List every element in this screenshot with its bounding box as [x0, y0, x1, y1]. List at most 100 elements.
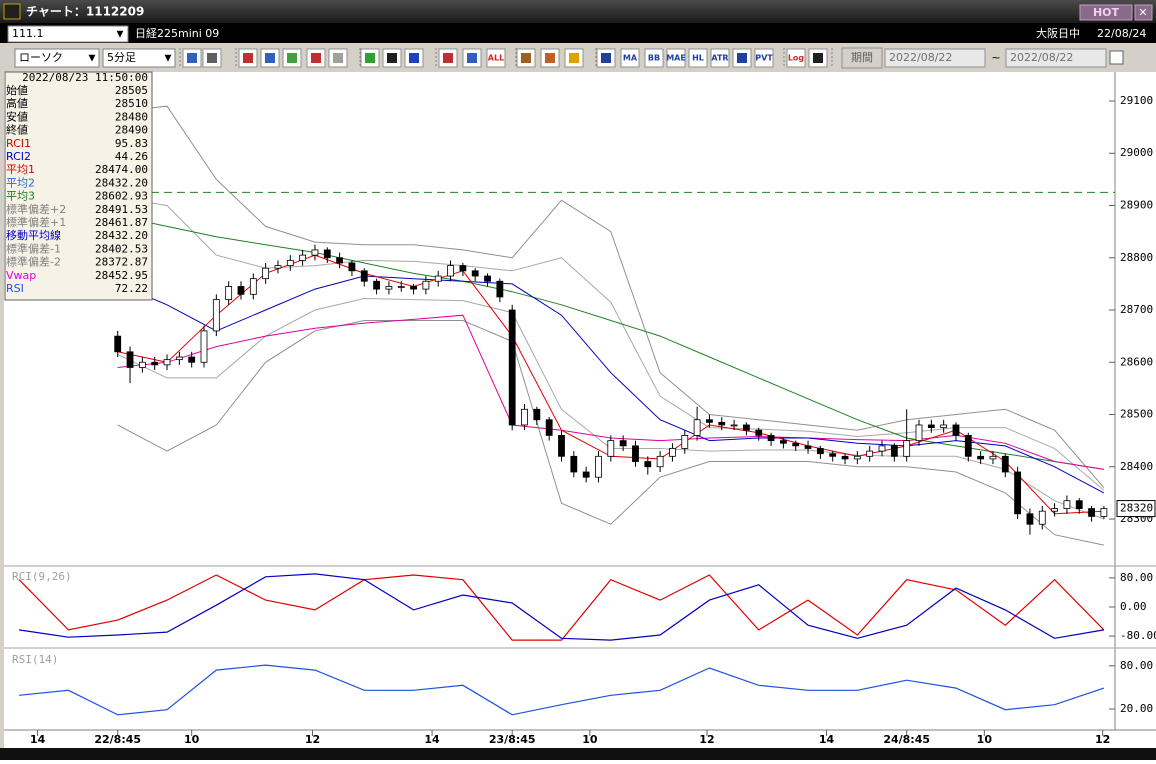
info-label: 移動平均線	[6, 228, 61, 242]
toolbar-glyph	[207, 53, 217, 63]
close-button[interactable]	[1134, 4, 1153, 21]
x-tick-label: 14	[30, 733, 46, 746]
candle-body	[471, 270, 479, 277]
hot-button[interactable]	[1079, 4, 1133, 21]
candle-body	[558, 435, 565, 457]
chart-area	[4, 72, 1156, 748]
candle-body	[841, 455, 849, 460]
toolbar-icon[interactable]	[666, 48, 686, 68]
info-label: 標準偏差-2	[6, 255, 61, 269]
toolbar-icon[interactable]	[486, 48, 506, 68]
info-value: 28490	[115, 124, 148, 137]
candle-body	[360, 270, 368, 282]
x-tick-label: 14	[424, 733, 440, 746]
interval-select[interactable]	[102, 48, 176, 68]
toolbar-icon-label: MAE	[666, 54, 686, 63]
toolbar-icon[interactable]	[710, 48, 730, 68]
toolbar-icon-label: ATR	[711, 54, 728, 63]
candle-body	[804, 445, 812, 449]
info-label: 平均1	[6, 163, 35, 176]
info-label: 平均2	[6, 176, 35, 189]
info-value: 72.22	[115, 282, 148, 295]
info-value: 28510	[115, 97, 148, 110]
date-to: 2022/08/22	[1010, 51, 1073, 64]
last-price-box	[1116, 500, 1156, 518]
code-box[interactable]	[7, 25, 129, 43]
style-select[interactable]	[14, 48, 100, 68]
candle-body	[434, 275, 442, 282]
dropdown-arrow: ▼	[117, 30, 124, 40]
candle-body	[656, 455, 664, 468]
candle-body	[496, 280, 504, 298]
candle-body	[767, 435, 775, 442]
toolbar-glyph	[737, 53, 747, 63]
toolbar-glyph	[187, 53, 197, 63]
candle-body	[878, 445, 886, 452]
candle-body	[903, 440, 911, 457]
info-datetime: 2022/08/23 11:50:00	[22, 71, 148, 84]
toolbar-icon-label: Log	[788, 54, 805, 63]
candle-body	[779, 440, 787, 444]
toolbar-icon-label: ALL	[488, 54, 504, 63]
y-tick-label: 28700	[1120, 303, 1153, 316]
y-tick-label: 28800	[1120, 251, 1153, 264]
date-from-box[interactable]	[884, 48, 986, 68]
toolbar-icon[interactable]	[786, 48, 806, 68]
x-tick-label: 22/8:45	[94, 733, 141, 746]
info-value: 28474.00	[95, 163, 148, 176]
y-tick-label: 80.00	[1120, 571, 1153, 584]
series-line	[117, 105, 1105, 489]
info-bg	[4, 71, 153, 301]
info-label: Vwap	[6, 269, 36, 282]
status-strip	[0, 748, 1156, 760]
candle-body	[126, 351, 134, 368]
candle-body	[1063, 500, 1071, 509]
candle-body	[311, 249, 319, 256]
candle-body	[410, 286, 417, 290]
candle-body	[286, 259, 294, 266]
toolbar-icon[interactable]	[620, 48, 640, 68]
y-tick-label: 28900	[1120, 198, 1153, 211]
period-button[interactable]	[841, 47, 883, 69]
hot-label: HOT	[1093, 6, 1120, 19]
candle-body	[484, 275, 491, 282]
candle-body	[570, 455, 578, 473]
candle-body	[545, 419, 553, 436]
toolbar-icon-label: MA	[623, 54, 638, 63]
candle-body	[373, 280, 380, 290]
candle-body	[619, 440, 627, 447]
date-to-box[interactable]	[1005, 48, 1107, 68]
toolbar-glyph	[443, 53, 453, 63]
candle-body	[163, 359, 171, 366]
candle-body	[718, 421, 726, 426]
info-label: 高値	[6, 96, 28, 110]
toolbar-icon[interactable]	[754, 48, 774, 68]
title-bar	[0, 0, 1156, 23]
tilde: ~	[991, 51, 1000, 64]
candle-body	[397, 286, 405, 288]
candle-body	[521, 408, 528, 426]
window-title: チャート：1112209	[26, 5, 144, 19]
info-label: 標準偏差+1	[6, 215, 66, 229]
app-icon	[3, 3, 21, 20]
x-tick-label: 12	[305, 733, 320, 746]
candle-body	[262, 267, 270, 280]
toolbar-glyph	[813, 53, 823, 63]
toolbar-glyph	[521, 53, 531, 63]
toolbar-glyph	[601, 53, 611, 63]
toolbar-icon[interactable]	[644, 48, 664, 68]
candle-body	[1026, 513, 1034, 525]
toolbar-icon[interactable]	[688, 48, 708, 68]
info-value: 28480	[115, 110, 148, 123]
toolbar-glyph	[545, 53, 555, 63]
info-label: 終値	[6, 123, 28, 137]
toolbar-glyph	[287, 53, 297, 63]
checkbox[interactable]	[1109, 50, 1124, 65]
candle-body	[829, 453, 837, 457]
toolbar-glyph	[365, 53, 375, 63]
candle-body	[792, 442, 800, 447]
y-tick-label: 29000	[1120, 146, 1153, 159]
y-tick-label: 80.00	[1120, 659, 1153, 672]
info-label: RCI1	[6, 137, 31, 150]
toolbar-glyph	[467, 53, 477, 63]
